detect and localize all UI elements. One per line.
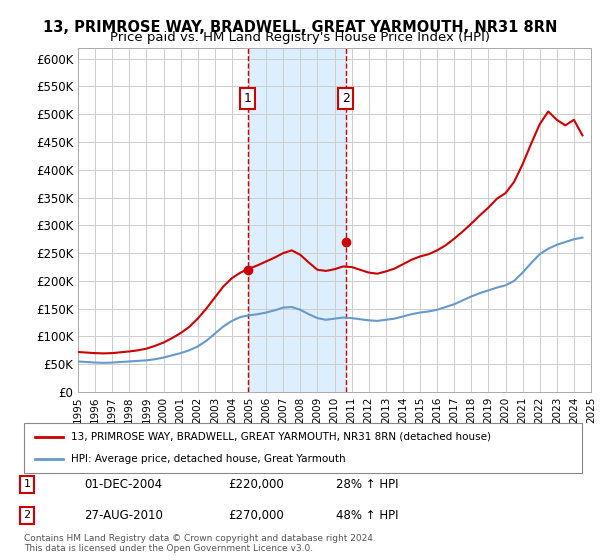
Text: £270,000: £270,000: [228, 508, 284, 522]
Text: 2: 2: [23, 510, 31, 520]
Text: Contains HM Land Registry data © Crown copyright and database right 2024.
This d: Contains HM Land Registry data © Crown c…: [24, 534, 376, 553]
Text: 13, PRIMROSE WAY, BRADWELL, GREAT YARMOUTH, NR31 8RN (detached house): 13, PRIMROSE WAY, BRADWELL, GREAT YARMOU…: [71, 432, 491, 442]
Bar: [248, 48, 346, 392]
Text: £220,000: £220,000: [228, 478, 284, 491]
Text: 2: 2: [341, 92, 350, 105]
Text: 1: 1: [244, 92, 251, 105]
Text: 01-DEC-2004: 01-DEC-2004: [84, 478, 162, 491]
Text: Price paid vs. HM Land Registry's House Price Index (HPI): Price paid vs. HM Land Registry's House …: [110, 31, 490, 44]
Text: HPI: Average price, detached house, Great Yarmouth: HPI: Average price, detached house, Grea…: [71, 454, 346, 464]
Text: 27-AUG-2010: 27-AUG-2010: [84, 508, 163, 522]
Text: 48% ↑ HPI: 48% ↑ HPI: [336, 508, 398, 522]
Text: 28% ↑ HPI: 28% ↑ HPI: [336, 478, 398, 491]
Text: 1: 1: [23, 479, 31, 489]
FancyBboxPatch shape: [24, 423, 582, 473]
Text: 13, PRIMROSE WAY, BRADWELL, GREAT YARMOUTH, NR31 8RN: 13, PRIMROSE WAY, BRADWELL, GREAT YARMOU…: [43, 20, 557, 35]
